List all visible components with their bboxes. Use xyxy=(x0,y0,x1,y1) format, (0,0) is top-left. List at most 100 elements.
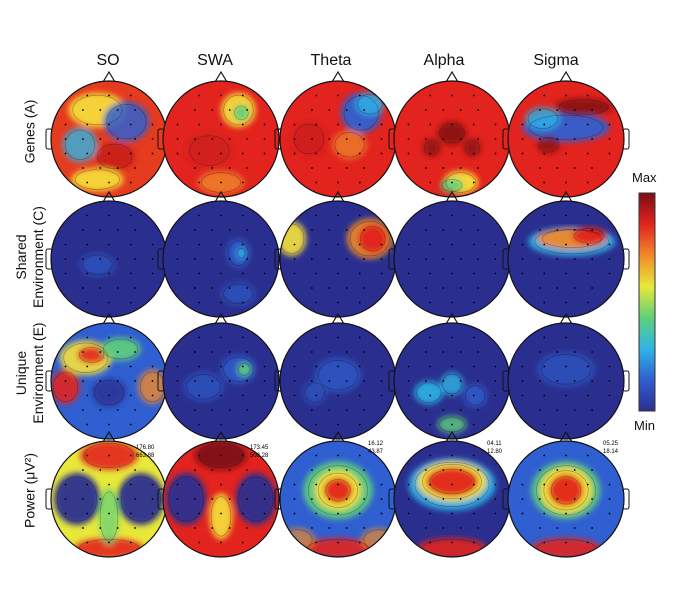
topomap-region xyxy=(62,127,98,163)
electrode-dot xyxy=(228,380,231,382)
electrode-dot xyxy=(129,243,132,246)
electrode-dot xyxy=(263,258,266,260)
electrode-dot xyxy=(407,152,410,155)
electrode-dot xyxy=(99,527,102,529)
electrode-dot xyxy=(608,258,611,260)
electrode-dot xyxy=(543,512,546,515)
colorbar xyxy=(638,192,656,412)
electrode-dot xyxy=(451,483,453,486)
topomap-svg xyxy=(45,70,173,198)
electrode-dot xyxy=(151,138,154,140)
topomap-region xyxy=(323,477,353,504)
contour-line xyxy=(304,382,325,403)
topomap-unique-theta xyxy=(274,312,402,440)
electrode-dot xyxy=(134,287,136,289)
electrode-dot xyxy=(220,243,222,246)
electrode-dot xyxy=(134,138,136,140)
electrode-dot xyxy=(459,229,462,231)
electrode-dot xyxy=(64,365,67,368)
topomap-shared-sigma xyxy=(502,190,630,318)
head-outline xyxy=(507,80,625,198)
electrode-dot xyxy=(311,409,313,411)
electrode-dot xyxy=(451,394,453,397)
electrode-dot xyxy=(429,243,432,246)
electrode-dot xyxy=(151,243,154,246)
electrode-dot xyxy=(315,272,318,275)
head-outline xyxy=(507,322,625,440)
electrode-dot xyxy=(108,365,110,368)
electrode-dot xyxy=(608,512,611,515)
electrode-dot xyxy=(442,409,445,411)
topomap-region xyxy=(531,537,601,557)
electrode-dot xyxy=(477,287,479,289)
electrode-dot xyxy=(99,409,102,411)
electrode-dot xyxy=(99,380,102,382)
electrode-dot xyxy=(116,258,119,260)
electrode-dot xyxy=(358,272,361,275)
electrode-dot xyxy=(477,351,479,353)
contour-line xyxy=(317,360,359,391)
electrode-dot xyxy=(293,138,296,140)
topomap-region xyxy=(463,383,487,408)
topomap-svg xyxy=(157,190,285,318)
topomap-svg xyxy=(45,190,173,318)
electrode-dot xyxy=(556,229,559,231)
electrode-dot xyxy=(565,214,567,217)
topomap-svg xyxy=(388,190,516,318)
electrode-dot xyxy=(586,423,589,426)
electrode-dot xyxy=(311,167,313,169)
electrode-dot xyxy=(220,365,222,368)
electrode-dot xyxy=(328,287,331,289)
electrode-dot xyxy=(556,351,559,353)
topomap-region xyxy=(571,227,607,245)
topomap-region xyxy=(440,178,464,193)
electrode-dot xyxy=(521,380,524,382)
electrode-dot xyxy=(194,287,196,289)
topomap-region xyxy=(314,357,362,393)
electrode-dot xyxy=(108,152,110,155)
electrode-dot xyxy=(198,541,201,544)
electrode-dot xyxy=(151,512,154,515)
electrode-dot xyxy=(241,365,244,368)
topomap-region xyxy=(332,130,367,160)
electrode-dot xyxy=(293,394,296,397)
topomap-region xyxy=(355,92,385,116)
contour-line xyxy=(414,462,490,507)
electrode-dot xyxy=(337,336,339,339)
electrode-dot xyxy=(176,512,179,515)
electrode-dot xyxy=(86,336,89,339)
electrode-dot xyxy=(472,365,475,368)
topomap-region xyxy=(103,101,150,142)
electrode-dot xyxy=(494,365,497,368)
electrode-dot xyxy=(211,229,214,231)
electrode-dot xyxy=(442,287,445,289)
electrode-dot xyxy=(363,109,365,111)
electrode-dot xyxy=(198,181,201,184)
electrode-dot xyxy=(337,423,339,426)
electrode-dot xyxy=(477,258,479,260)
electrode-dot xyxy=(311,351,313,353)
contour-line xyxy=(317,472,359,508)
electrode-dot xyxy=(198,123,201,126)
electrode-dot xyxy=(459,138,462,140)
electrode-dot xyxy=(99,287,102,289)
nose-marker xyxy=(214,430,228,443)
electrode-dot xyxy=(358,512,361,515)
electrode-dot xyxy=(429,181,432,184)
electrode-dot xyxy=(459,167,462,169)
electrode-dot xyxy=(459,380,462,382)
electrode-dot xyxy=(315,394,318,397)
electrode-dot xyxy=(134,380,136,382)
topomap-region xyxy=(525,107,561,131)
electrode-dot xyxy=(328,229,331,231)
electrode-dot xyxy=(591,109,593,111)
electrode-dot xyxy=(345,167,348,169)
electrode-dot xyxy=(459,287,462,289)
electrode-dot xyxy=(220,94,222,97)
electrode-dot xyxy=(608,498,611,500)
electrode-dot xyxy=(328,351,331,353)
electrode-dot xyxy=(407,394,410,397)
electrode-dot xyxy=(82,380,84,382)
electrode-dot xyxy=(328,167,331,169)
power-range-so: 176.80 663.88 xyxy=(136,445,155,459)
